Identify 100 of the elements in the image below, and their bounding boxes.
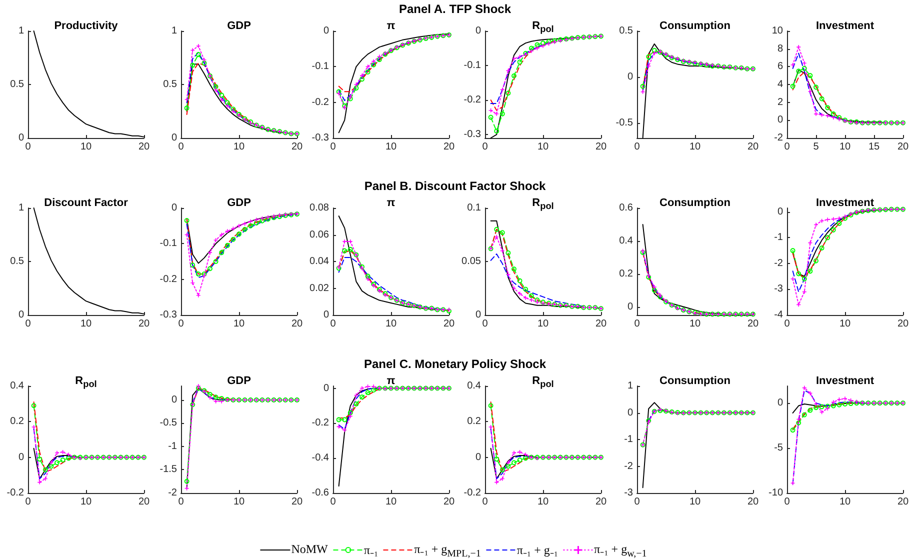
chart-title: π	[386, 20, 396, 32]
point	[31, 403, 36, 408]
point	[831, 400, 836, 404]
legend-label: NoMW	[291, 542, 328, 558]
y-tick-label: -3	[774, 284, 784, 295]
x-tick-label: 20	[291, 496, 303, 508]
point	[646, 54, 652, 60]
chart-title: Consumption	[660, 197, 730, 209]
text: Panel C. Monetary Policy Shock	[364, 357, 546, 371]
point	[517, 458, 522, 463]
point	[790, 276, 795, 281]
point	[796, 45, 801, 50]
x-tick-label: 10	[689, 142, 701, 152]
x-tick-label: 10	[689, 318, 701, 330]
point	[843, 396, 847, 401]
y-tick-label: -0.4	[312, 452, 330, 464]
y-tick-label: 0.2	[10, 416, 24, 428]
point	[512, 266, 516, 272]
point	[266, 215, 270, 220]
point	[518, 54, 522, 59]
y-tick-label: 0.08	[310, 202, 330, 214]
point	[248, 220, 253, 224]
y-tick-label: -1	[168, 440, 178, 452]
point	[523, 286, 528, 292]
point	[494, 128, 500, 134]
point	[837, 397, 842, 402]
point	[342, 103, 348, 108]
line-series	[792, 52, 869, 124]
point	[524, 296, 528, 300]
point	[830, 111, 836, 116]
point	[830, 227, 836, 232]
x-tick-label: 20	[897, 318, 909, 330]
x-tick-label: 0	[784, 142, 790, 152]
point	[42, 467, 48, 472]
point	[248, 223, 254, 228]
point	[517, 60, 522, 65]
point	[342, 239, 347, 244]
point	[354, 86, 359, 91]
line-series	[33, 30, 144, 138]
x-tick-label: 0	[330, 142, 336, 152]
x-tick-label: 0	[25, 142, 32, 152]
y-tick-label: -0.5	[616, 118, 634, 129]
y-tick-label: 0	[18, 132, 24, 144]
x-tick-label: 20	[595, 318, 607, 330]
point	[348, 239, 352, 244]
point	[796, 417, 801, 422]
point	[494, 480, 499, 484]
point	[546, 39, 552, 44]
point	[825, 105, 830, 110]
point	[802, 386, 806, 390]
y-tick-label: 0.1	[467, 202, 482, 214]
text: Panel A. TFP Shock	[398, 2, 512, 16]
point	[528, 293, 534, 298]
x-tick-label: 20	[291, 142, 303, 152]
y-tick-label: 10	[772, 26, 784, 36]
point	[826, 218, 830, 222]
y-tick-label: 0.4	[619, 235, 634, 246]
y-tick-label: 1	[171, 26, 178, 36]
point	[796, 302, 801, 307]
point	[342, 106, 347, 110]
point	[219, 92, 224, 98]
line-series	[490, 448, 602, 480]
point	[652, 288, 657, 293]
point	[348, 94, 352, 99]
x-tick-label: 5	[813, 142, 820, 152]
y-tick-label: 1	[627, 380, 634, 392]
point	[220, 232, 224, 237]
line-series	[186, 212, 298, 264]
point	[196, 293, 200, 298]
point	[523, 456, 528, 461]
point	[534, 42, 540, 48]
y-tick-label: 0	[323, 26, 330, 36]
y-tick-label: -0.2	[312, 96, 330, 108]
point	[831, 217, 836, 222]
point	[646, 64, 651, 68]
point	[348, 414, 352, 418]
x-tick-label: 20	[443, 318, 455, 330]
y-tick-label: -0.1	[160, 238, 178, 250]
y-tick-label: 0.02	[310, 282, 330, 294]
point	[640, 90, 645, 94]
point	[208, 392, 212, 397]
x-tick-label: 10	[80, 496, 92, 508]
chart-title: Consumption	[660, 375, 730, 387]
point	[802, 66, 807, 71]
y-tick-label: 0	[777, 398, 784, 409]
point	[371, 388, 376, 393]
y-tick-label: 6	[777, 61, 784, 72]
chart-title: Discount Factor	[44, 197, 128, 209]
point	[488, 425, 493, 430]
y-tick-label: 0	[475, 452, 482, 463]
x-tick-label: 0	[25, 318, 32, 330]
point	[184, 218, 190, 223]
line-series	[490, 228, 584, 308]
x-tick-label: 0	[178, 142, 184, 152]
point	[506, 464, 511, 469]
point	[540, 40, 546, 46]
y-tick-label: -0.1	[464, 60, 482, 72]
x-tick-label: 20	[291, 318, 303, 330]
point	[848, 401, 854, 406]
point	[494, 112, 499, 116]
